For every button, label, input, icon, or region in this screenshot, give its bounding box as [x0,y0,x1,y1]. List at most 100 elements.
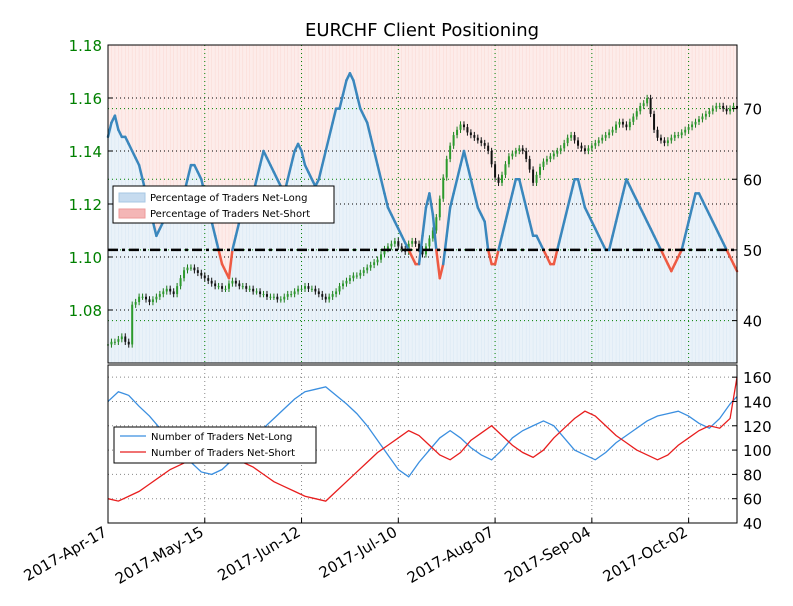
price-candle [552,153,555,157]
price-candle [511,153,514,157]
price-candle [293,291,296,295]
price-candle [141,296,144,298]
price-candle [449,145,452,159]
price-candle [590,145,593,149]
price-candle [186,267,189,271]
price-candle [656,129,659,138]
right-tick-label: 60 [743,171,762,189]
price-candle [487,145,490,151]
price-candle [200,272,203,276]
price-candle [646,98,649,104]
pct-line-segment [611,220,618,238]
price-candle [431,230,434,239]
price-candle [241,286,244,288]
price-candle [113,341,116,343]
price-candle [435,217,438,231]
pct-line-segment [324,135,331,153]
price-candle [521,148,524,151]
pct-line-segment [265,156,272,167]
bottom-right-tick-label: 60 [743,491,762,509]
pct-line-segment [704,206,711,216]
x-tick-label: 2017-Jun-12 [215,523,304,585]
pct-line-segment [379,178,386,195]
price-candle [283,296,286,300]
pct-line-segment [186,163,193,181]
price-candle [369,264,372,268]
price-candle [120,336,123,340]
price-candle [494,164,497,178]
pct-line-segment [217,248,224,266]
price-candle [276,296,279,300]
pct-line-segment [155,227,162,238]
price-candle [165,288,168,292]
price-candle [245,286,248,289]
left-tick-label: 1.18 [69,37,102,55]
pct-line-segment [690,192,697,209]
price-candle [189,267,192,269]
left-tick-label: 1.10 [69,249,102,267]
pct-line-segment [521,192,528,209]
legend-swatch [118,208,146,219]
pct-line-segment [210,220,217,238]
price-candle [169,288,172,292]
price-candle [418,243,421,250]
price-candle [238,283,241,287]
right-tick-label: 50 [743,242,762,260]
price-candle [504,164,507,175]
pct-line-segment [673,255,680,266]
price-candle [445,158,448,178]
pct-line-segment [262,149,269,160]
price-candle [694,121,697,125]
pct-line-segment [642,213,649,223]
x-tick-label: 2017-Apr-17 [21,523,110,585]
pct-line-segment [518,178,524,195]
pct-line-segment [486,248,493,266]
price-candle [158,294,161,297]
pct-line-segment [507,192,514,209]
price-candle [380,254,383,260]
price-candle [528,158,531,170]
pct-line-segment [106,121,113,139]
pct-line-segment [365,121,372,139]
pct-line-segment [732,262,739,273]
price-candle [321,294,324,297]
pct-line-segment [621,178,628,195]
price-candle [131,304,134,345]
pct-line-segment [587,213,594,223]
price-candle [483,143,486,146]
price-candle [490,151,493,165]
pct-line-segment [130,149,137,160]
pct-line-segment [583,206,590,216]
price-candle [615,124,618,130]
bottom-right-tick-label: 80 [743,466,762,484]
x-tick-label: 2017-Aug-07 [404,523,497,587]
price-candle [732,105,735,109]
pct-line-segment [504,206,511,223]
pct-line-segment [410,255,417,266]
price-candle [310,288,313,290]
pct-line-segment [569,178,576,195]
price-candle [442,177,445,199]
pct-line-segment [227,248,234,280]
pct-line-segment [535,234,542,245]
price-candle [628,121,631,128]
price-candle [708,111,711,114]
pct-line-segment [431,213,438,252]
pct-line-segment [321,149,327,167]
price-candle [691,124,694,128]
pct-line-segment [718,234,725,245]
x-tick-label: 2017-Oct-02 [600,523,691,586]
price-candle [625,124,628,128]
price-candle [601,137,604,141]
price-candle [255,291,258,293]
pct-line-segment [445,206,452,238]
price-candle [342,283,345,287]
price-candle [259,291,262,295]
price-candle [290,294,293,296]
price-candle [328,296,331,300]
price-candle [179,278,182,287]
pct-line-segment [590,220,597,230]
pct-line-segment [421,206,428,238]
pct-line-segment [300,149,307,167]
